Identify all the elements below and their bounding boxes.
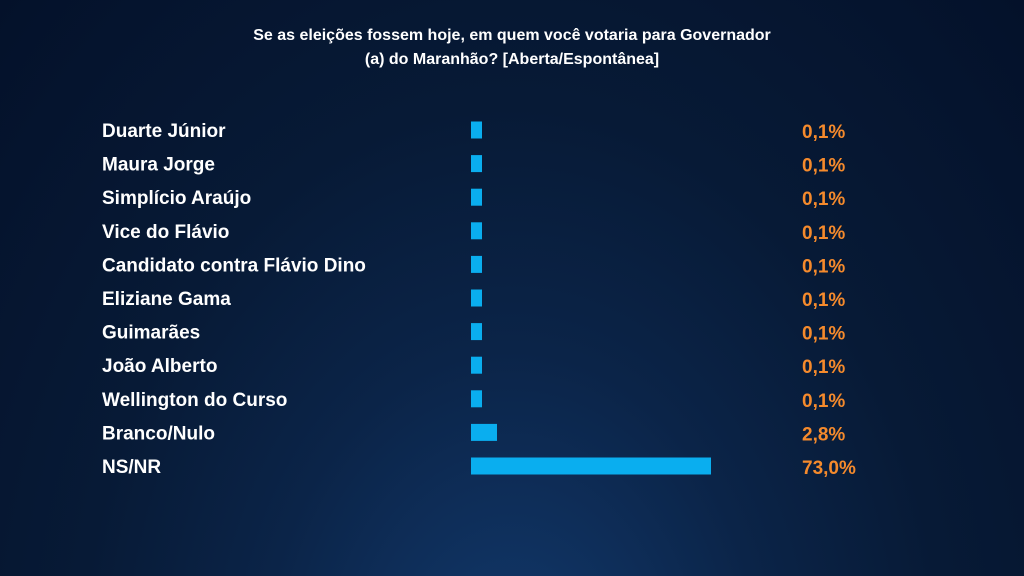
category-label: Guimarães [102, 323, 200, 344]
bar [471, 390, 482, 408]
category-label: Vice do Flávio [102, 222, 229, 243]
bar [471, 289, 482, 307]
value-label: 0,1% [802, 357, 845, 378]
chart-title: Se as eleições fossem hoje, em quem você… [0, 24, 1024, 72]
category-label: Candidato contra Flávio Dino [102, 255, 366, 276]
chart-title-line-2: (a) do Maranhão? [Aberta/Espontânea] [364, 51, 660, 68]
value-label: 0,1% [802, 290, 845, 311]
bar [471, 457, 711, 475]
bar [471, 356, 482, 374]
bar [471, 121, 482, 139]
bar [471, 255, 482, 273]
value-label: 73,0% [802, 458, 856, 479]
category-label: Maura Jorge [102, 155, 215, 176]
category-label: Wellington do Curso [102, 390, 287, 411]
value-label: 0,1% [802, 156, 845, 177]
category-label: NS/NR [102, 457, 161, 478]
value-label: 0,1% [802, 223, 845, 244]
category-label: Branco/Nulo [102, 423, 215, 444]
category-label: Eliziane Gama [102, 289, 231, 310]
bar [471, 155, 482, 173]
category-label: Duarte Júnior [102, 121, 226, 142]
value-label: 0,1% [802, 324, 845, 345]
bar [471, 323, 482, 341]
value-label: 0,1% [802, 256, 845, 277]
bar [471, 188, 482, 206]
value-label: 0,1% [802, 189, 845, 210]
category-label: João Alberto [102, 356, 217, 377]
value-label: 2,8% [802, 424, 845, 445]
value-label: 0,1% [802, 391, 845, 412]
bar [471, 222, 482, 240]
chart-title-line-1: Se as eleições fossem hoje, em quem você… [253, 27, 771, 44]
category-label: Simplício Araújo [102, 188, 251, 209]
value-label: 0,1% [802, 122, 845, 143]
bar [471, 423, 497, 441]
